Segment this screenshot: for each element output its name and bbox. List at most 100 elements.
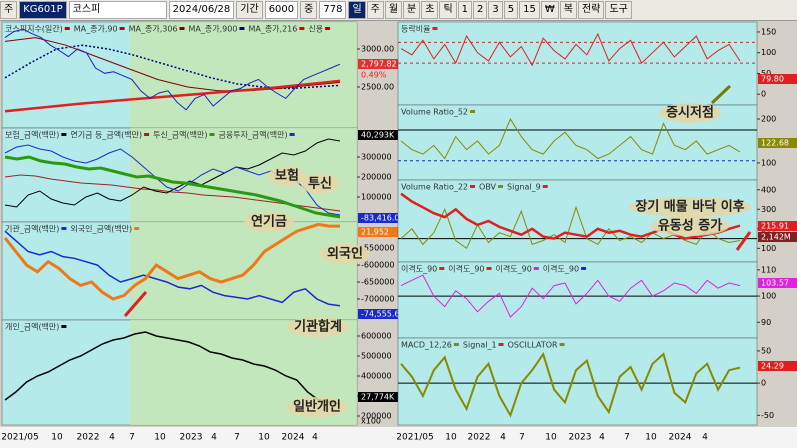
y-tick-label: 0 <box>761 90 766 99</box>
highlight-region <box>130 22 357 128</box>
value-box <box>758 138 797 148</box>
x-tick-label: 7 <box>234 433 240 443</box>
legend-swatch <box>209 133 215 136</box>
name-field[interactable]: 코스피 <box>68 1 167 19</box>
annotation-bg <box>268 166 306 186</box>
legend-label: 보험_금액(백만) <box>5 130 59 140</box>
period-field[interactable]: 6000 <box>264 1 299 19</box>
x-tick-label: 2022 <box>468 433 491 443</box>
toolbar-button[interactable]: 15 <box>519 1 540 19</box>
series-line <box>4 28 341 111</box>
legend-label: MA_종가,216 <box>248 25 297 34</box>
y-tick-label: 2500.00 <box>361 82 394 91</box>
legend-label: OBV <box>479 183 497 192</box>
toolbar-button[interactable]: 도구 <box>605 1 632 19</box>
y-tick-label: -50 <box>761 411 774 420</box>
toolbar-button[interactable]: 초 <box>421 1 439 19</box>
date-field[interactable]: 2024/06/28 <box>168 1 235 19</box>
y-tick-label: 100 <box>761 292 776 301</box>
toolbar-button[interactable]: 일 <box>348 1 366 19</box>
toolbar-button[interactable]: 주 <box>366 1 384 19</box>
value-box-label: -74,555.60 <box>361 310 405 319</box>
legend-label: 개인_금액(백만) <box>5 322 59 332</box>
x-tick-label: 7 <box>519 433 525 443</box>
buttons: 일 주 월 분 초 틱 1 2 3 5 15 ₩ 복 전략 도구 <box>348 1 632 19</box>
legend-swatch <box>453 343 459 346</box>
legend-swatch <box>498 343 504 346</box>
value-box <box>758 232 797 242</box>
count-field[interactable]: 778 <box>319 1 347 19</box>
y-tick-label: -600000 <box>361 261 394 270</box>
toolbar-button[interactable]: 전략 <box>577 1 605 19</box>
x-tick-label: 10 <box>445 433 457 443</box>
mode[interactable]: 주 <box>0 1 18 19</box>
legend-swatch <box>439 267 445 270</box>
value-box <box>758 74 797 84</box>
toolbar-button[interactable]: 2 <box>473 1 488 19</box>
series-line <box>4 230 341 307</box>
y-tick-label: 300000 <box>361 153 392 162</box>
y-tick-label: 150 <box>761 27 776 36</box>
series-line <box>400 117 741 160</box>
count-label: 중 <box>300 1 318 19</box>
y-tick-label: 400 <box>761 185 776 194</box>
x-tick-label: 2024 <box>282 433 305 443</box>
legend-swatch <box>144 133 150 136</box>
series-line <box>400 351 741 418</box>
x-tick-label: 4 <box>500 433 506 443</box>
value-box <box>758 278 797 288</box>
annotation: 투신 <box>308 177 332 192</box>
y-tick-label: 300 <box>761 205 776 214</box>
value-box-label: 40,293K <box>361 131 395 140</box>
y-tick-label: 400000 <box>361 372 392 381</box>
toolbar-button[interactable]: 분 <box>403 1 421 19</box>
annotation-bg <box>287 317 349 337</box>
legend-swatch <box>581 267 587 270</box>
y-tick-label: 100000 <box>361 193 392 202</box>
y-tick-label: -700000 <box>361 294 394 303</box>
legend-label: Signal_9 <box>507 183 541 192</box>
toolbar-button[interactable]: 5 <box>503 1 519 19</box>
series-line <box>4 138 341 208</box>
toolbar-button[interactable]: 1 <box>457 1 473 19</box>
value-box-label: 21,952 <box>361 228 389 237</box>
y-tick-label: 100 <box>761 244 776 253</box>
toolbar-button[interactable]: 틱 <box>439 1 457 19</box>
annotation: 일반개인 <box>293 399 341 415</box>
toolbar-button[interactable]: 월 <box>384 1 403 19</box>
annotation-bg <box>659 103 721 123</box>
legend-label: 이격도_90 <box>543 264 579 274</box>
annotation: 연기금 <box>251 215 287 230</box>
legend-swatch <box>239 27 245 30</box>
annotation: 기관합계 <box>294 319 342 335</box>
annotation: 보험 <box>275 168 299 184</box>
x-tick-label: 2023 <box>569 433 592 443</box>
code-input[interactable]: KG601P <box>19 1 67 19</box>
panel-bg <box>397 337 758 426</box>
value-box-label: 24.29 <box>761 362 784 371</box>
legend-swatch <box>61 227 67 230</box>
legend-swatch <box>64 27 70 30</box>
legend-swatch <box>470 185 476 188</box>
value-box <box>358 227 398 237</box>
x-tick-label: 4 <box>312 433 318 443</box>
legend-swatch <box>61 133 67 136</box>
x-tick-label: 2021/05 <box>1 433 38 443</box>
y-tick-label: 200000 <box>361 412 392 421</box>
legend-label: MACD_12,26 <box>401 341 452 350</box>
x-tick-label: 7 <box>129 433 135 443</box>
toolbar-button[interactable]: 3 <box>488 1 503 19</box>
value-box <box>358 309 398 319</box>
period-label: 기간 <box>236 1 263 19</box>
annotation-bg <box>286 397 348 417</box>
toolbar-button[interactable]: 복 <box>559 1 577 19</box>
legend-swatch <box>486 267 492 270</box>
series-line <box>3 222 340 301</box>
annotation-bg <box>244 212 294 232</box>
x-tick-label: 10 <box>545 433 557 443</box>
annotation: 외국인 <box>327 246 363 262</box>
toolbar-button[interactable]: ₩ <box>540 1 559 19</box>
legend-label: 신용 <box>308 25 323 34</box>
value-box-label: 122.68 <box>761 139 789 148</box>
